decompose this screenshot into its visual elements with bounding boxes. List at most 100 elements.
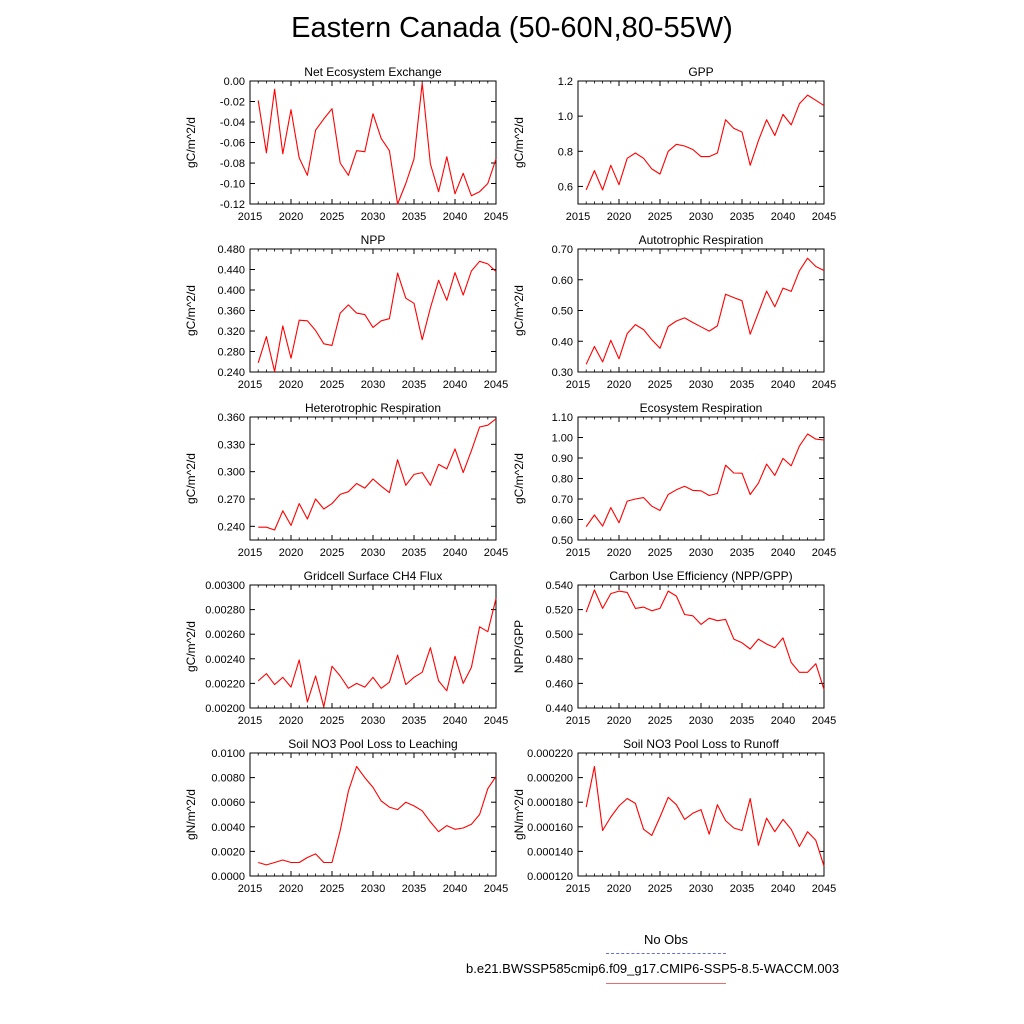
plot-frame: [249, 248, 497, 373]
panel-title: Net Ecosystem Exchange: [304, 65, 442, 79]
data-point: [315, 330, 316, 331]
data-point: [422, 472, 423, 473]
y-tick-label: 0.000120: [527, 871, 573, 883]
data-point: [381, 800, 382, 801]
data-point: [651, 506, 652, 507]
y-tick-label: 0.000160: [527, 822, 573, 834]
x-tick-label: 2020: [607, 547, 631, 559]
x-tick-label: 2035: [402, 883, 426, 895]
data-point: [430, 163, 431, 164]
y-axis-label: NPP/GPP: [512, 620, 526, 673]
data-point: [725, 619, 726, 620]
data-point: [290, 525, 291, 526]
data-point: [766, 818, 767, 819]
data-point: [791, 465, 792, 466]
data-point: [389, 682, 390, 683]
x-tick-label: 2045: [484, 379, 508, 391]
data-point: [668, 326, 669, 327]
data-point: [495, 598, 496, 599]
x-tick-label: 2040: [771, 211, 795, 223]
data-point: [471, 824, 472, 825]
data-point: [430, 485, 431, 486]
y-tick-label: 0.6: [558, 181, 573, 193]
series-line: [585, 257, 825, 365]
data-point: [758, 483, 759, 484]
data-point: [725, 119, 726, 120]
data-point: [758, 639, 759, 640]
data-point: [397, 655, 398, 656]
data-point: [700, 624, 701, 625]
y-tick-label: 0.00220: [205, 678, 245, 690]
data-point: [692, 615, 693, 616]
legend-case-line: [606, 983, 726, 984]
data-point: [463, 683, 464, 684]
data-point: [643, 497, 644, 498]
y-tick-label: 0.00300: [205, 580, 245, 592]
data-point: [290, 862, 291, 863]
series-line: [585, 433, 825, 528]
x-tick-label: 2040: [771, 379, 795, 391]
data-point: [454, 193, 455, 194]
series-line: [258, 418, 497, 531]
data-point: [274, 529, 275, 530]
data-point: [741, 131, 742, 132]
y-tick-label: 0.240: [217, 367, 245, 379]
data-point: [381, 138, 382, 139]
data-point: [799, 103, 800, 104]
data-point: [791, 124, 792, 125]
data-point: [340, 312, 341, 313]
data-point: [651, 610, 652, 611]
data-point: [594, 589, 595, 590]
data-point: [750, 165, 751, 166]
panel-title: GPP: [688, 65, 713, 79]
x-tick-label: 2035: [730, 379, 754, 391]
x-tick-label: 2040: [443, 547, 467, 559]
x-tick-label: 2040: [771, 883, 795, 895]
x-tick-label: 2015: [238, 715, 262, 727]
x-tick-label: 2035: [730, 883, 754, 895]
data-point: [266, 673, 267, 674]
data-point: [446, 825, 447, 826]
y-axis-label: gC/m^2/d: [184, 285, 198, 336]
plot-frame: [577, 584, 825, 709]
y-tick-label: -0.04: [220, 117, 245, 129]
data-point: [315, 498, 316, 499]
data-point: [397, 203, 398, 204]
data-point: [364, 151, 365, 152]
x-tick-label: 2045: [484, 883, 508, 895]
data-point: [610, 816, 611, 817]
data-point: [454, 656, 455, 657]
data-point: [700, 809, 701, 810]
data-point: [766, 464, 767, 465]
data-point: [389, 492, 390, 493]
data-point: [422, 82, 423, 83]
data-point: [676, 489, 677, 490]
data-point: [659, 816, 660, 817]
data-point: [438, 280, 439, 281]
data-point: [323, 706, 324, 707]
x-tick-label: 2015: [566, 547, 590, 559]
data-point: [676, 595, 677, 596]
panel-title: Soil NO3 Pool Loss to Leaching: [288, 737, 457, 751]
data-point: [668, 151, 669, 152]
data-point: [594, 514, 595, 515]
data-point: [299, 320, 300, 321]
data-point: [618, 522, 619, 523]
y-tick-label: 0.90: [552, 453, 573, 465]
data-point: [495, 271, 496, 272]
data-point: [463, 173, 464, 174]
data-point: [676, 144, 677, 145]
y-tick-label: 0.480: [545, 654, 573, 666]
x-tick-label: 2030: [361, 379, 385, 391]
y-tick-label: 0.460: [545, 678, 573, 690]
data-point: [586, 189, 587, 190]
data-point: [471, 195, 472, 196]
data-point: [348, 688, 349, 689]
data-point: [815, 663, 816, 664]
data-point: [791, 662, 792, 663]
y-tick-label: 0.000220: [527, 748, 573, 760]
data-point: [315, 675, 316, 676]
x-tick-label: 2045: [484, 715, 508, 727]
data-point: [405, 802, 406, 803]
data-point: [389, 807, 390, 808]
